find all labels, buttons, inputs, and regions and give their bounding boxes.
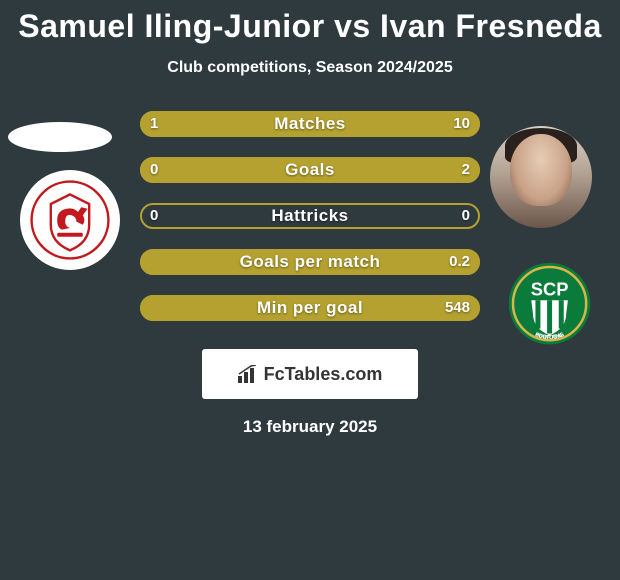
stat-bars: Matches110Goals02Hattricks00Goals per ma… — [140, 111, 480, 341]
brand-text: FcTables.com — [264, 364, 383, 385]
stat-label: Goals — [140, 157, 480, 183]
stat-value-left: 1 — [150, 111, 158, 137]
subtitle: Club competitions, Season 2024/2025 — [0, 59, 620, 77]
brand-badge: FcTables.com — [202, 349, 418, 399]
stat-value-left: 0 — [150, 157, 158, 183]
stat-value-right: 548 — [445, 295, 470, 321]
page-title: Samuel Iling-Junior vs Ivan Fresneda — [0, 0, 620, 45]
bar-chart-icon — [238, 365, 260, 383]
stat-value-right: 2 — [462, 157, 470, 183]
stat-value-right: 0.2 — [449, 249, 470, 275]
stat-label: Hattricks — [140, 203, 480, 229]
stat-row: Goals per match0.2 — [140, 249, 480, 275]
stat-value-left: 0 — [150, 203, 158, 229]
stat-row: Hattricks0 0 — [140, 203, 480, 229]
stats-chart: Matches110Goals02Hattricks00Goals per ma… — [0, 111, 620, 341]
stat-label: Matches — [140, 111, 480, 137]
stat-label: Goals per match — [140, 249, 480, 275]
stat-value-right: 10 — [453, 111, 470, 137]
stat-row: Goals0 2 — [140, 157, 480, 183]
stat-value-right: 0 — [462, 203, 470, 229]
stat-row: Matches1 10 — [140, 111, 480, 137]
stat-label: Min per goal — [140, 295, 480, 321]
comparison-card: Samuel Iling-Junior vs Ivan Fresneda Clu… — [0, 0, 620, 580]
date-text: 13 february 2025 — [0, 417, 620, 437]
stat-row: Min per goal548 — [140, 295, 480, 321]
